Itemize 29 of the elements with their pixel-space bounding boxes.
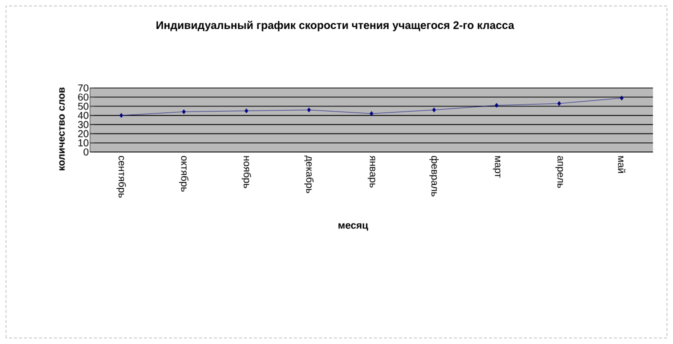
point [370,111,374,116]
chart-title: Индивидуальный график скорости чтения учащегося 2-го класса [156,20,514,32]
y-tick-label: 20 [78,130,88,138]
x-tick-label: октябрь [179,156,189,192]
y-tick-label: 40 [78,112,88,119]
x-tick-label: март [492,156,500,178]
y-tick-label: 0 [84,148,88,156]
point [557,101,562,106]
x-tick-label: ноябрь [242,156,252,188]
x-tick-label: декабрь [304,156,314,194]
y-tick-label: 10 [78,139,88,146]
y-tick-label: 60 [78,94,88,101]
point [119,113,124,118]
x-tick-label: февраль [429,156,439,196]
y-tick-label: 70 [78,84,88,92]
point [494,102,498,108]
y-axis-title: количество слов [59,87,65,170]
point [620,96,624,100]
point [182,109,186,114]
point [307,108,311,112]
y-tick-label: 50 [78,102,88,110]
x-tick-label: апрель [555,156,563,188]
x-tick-label: январь [368,156,376,188]
x-axis-title: месяц [338,223,368,231]
point [244,108,248,114]
point [432,108,436,112]
y-tick-label: 30 [78,121,88,128]
x-tick-label: сентябрь [116,156,126,198]
x-tick-label: май [618,156,626,173]
